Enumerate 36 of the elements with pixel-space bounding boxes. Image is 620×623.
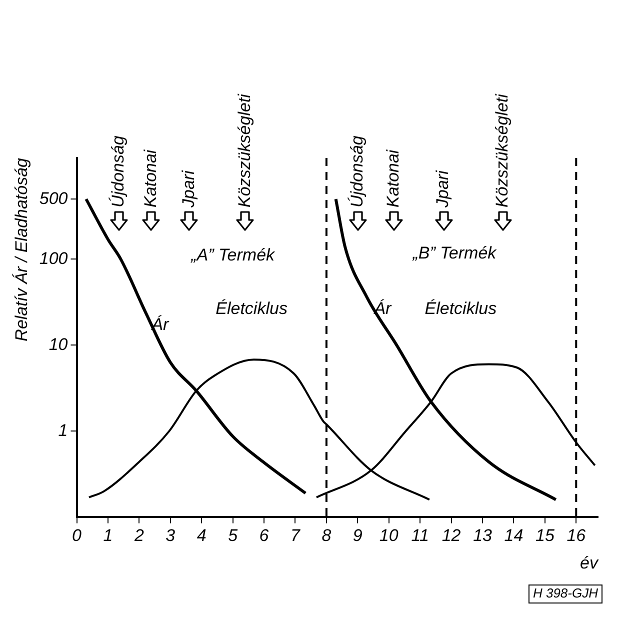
y-tick-label: 1: [58, 420, 68, 440]
annotation: Életciklus: [424, 299, 498, 318]
x-tick-label: 16: [566, 526, 586, 546]
annotation: „B” Termék: [412, 244, 498, 263]
x-tick-label: 13: [473, 526, 493, 546]
x-tick-label: 6: [259, 526, 270, 546]
x-tick-label: 2: [133, 526, 144, 546]
x-tick-label: 10: [379, 526, 399, 546]
x-tick-label: 4: [196, 526, 206, 546]
annotation: Jpari: [433, 169, 452, 208]
y-tick-label: 500: [39, 188, 68, 208]
x-tick-label: 3: [166, 526, 176, 546]
annotation: Katonai: [383, 148, 402, 208]
x-axis-title: év: [580, 554, 600, 573]
x-tick-label: 15: [535, 526, 555, 546]
x-tick-label: 8: [322, 526, 332, 546]
y-axis-title: Relatív Ár / Eladhatóság: [12, 157, 31, 342]
text: H 398-GJH: [532, 586, 599, 601]
annotation: Közszükségleti: [492, 92, 512, 208]
x-tick-label: 11: [411, 526, 429, 546]
x-tick-label: 5: [228, 526, 238, 546]
annotation: Katonai: [140, 148, 160, 208]
x-tick-label: 1: [103, 526, 113, 546]
annotation: Jpari: [178, 169, 198, 208]
annotation: Életciklus: [216, 299, 288, 318]
annotation: „A” Termék: [190, 245, 276, 264]
annotation: Közszükségleti: [235, 92, 254, 208]
x-tick-label: 0: [72, 526, 82, 546]
annotation: Újdonság: [347, 135, 366, 208]
x-tick-label: 7: [290, 526, 301, 546]
y-tick-label: 100: [39, 248, 68, 268]
x-tick-label: 9: [352, 526, 363, 546]
x-tick-label: 12: [442, 526, 462, 546]
x-tick-label: 14: [504, 526, 524, 546]
y-tick-label: 10: [48, 334, 68, 354]
annotation: Újdonság: [108, 135, 128, 208]
